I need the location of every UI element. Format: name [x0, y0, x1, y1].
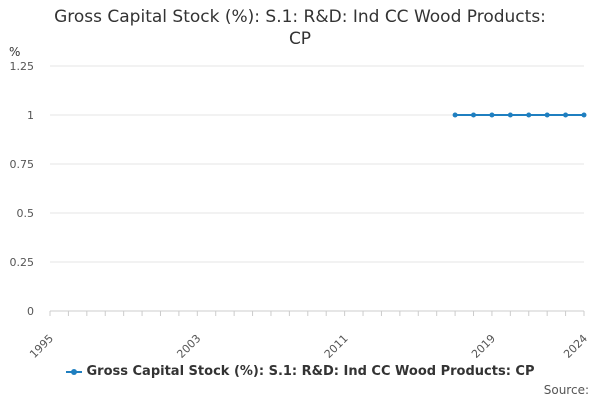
- y-tick-label: 0: [27, 305, 34, 318]
- x-tick-label: 2024: [561, 332, 590, 361]
- data-point[interactable]: [471, 112, 477, 118]
- legend-item-label: Gross Capital Stock (%): S.1: R&D: Ind C…: [86, 364, 535, 379]
- data-point[interactable]: [544, 112, 550, 118]
- grid-lines: [50, 65, 584, 312]
- y-axis: 0 0.25 0.5 0.75 1 1.25: [10, 60, 35, 318]
- y-tick-label: 1: [27, 109, 34, 122]
- y-tick-label: 0.75: [10, 158, 35, 171]
- y-tick-label: 1.25: [10, 60, 35, 73]
- data-point[interactable]: [489, 112, 495, 118]
- x-axis: 1995 2003 2011 2019 2024: [27, 311, 590, 361]
- legend[interactable]: Gross Capital Stock (%): S.1: R&D: Ind C…: [0, 364, 600, 379]
- x-tick-label: 1995: [27, 332, 56, 361]
- x-tick-label: 2019: [469, 332, 498, 361]
- chart-title-line-1: Gross Capital Stock (%): S.1: R&D: Ind C…: [54, 7, 546, 27]
- source-label: Source:: [543, 383, 589, 397]
- y-tick-label: 0.25: [10, 256, 35, 269]
- legend-swatch-icon: [65, 367, 82, 377]
- chart-title: Gross Capital Stock (%): S.1: R&D: Ind C…: [0, 6, 600, 50]
- data-point[interactable]: [526, 112, 532, 118]
- data-point[interactable]: [563, 112, 569, 118]
- y-tick-label: 0.5: [17, 207, 35, 220]
- x-tick-label: 2011: [322, 332, 351, 361]
- y-axis-unit-label: %: [9, 45, 20, 59]
- x-tick-label: 2003: [174, 332, 203, 361]
- chart-title-line-2: CP: [288, 29, 312, 49]
- data-point[interactable]: [581, 112, 587, 118]
- data-point[interactable]: [507, 112, 513, 118]
- series-group: [452, 112, 587, 118]
- data-point[interactable]: [452, 112, 458, 118]
